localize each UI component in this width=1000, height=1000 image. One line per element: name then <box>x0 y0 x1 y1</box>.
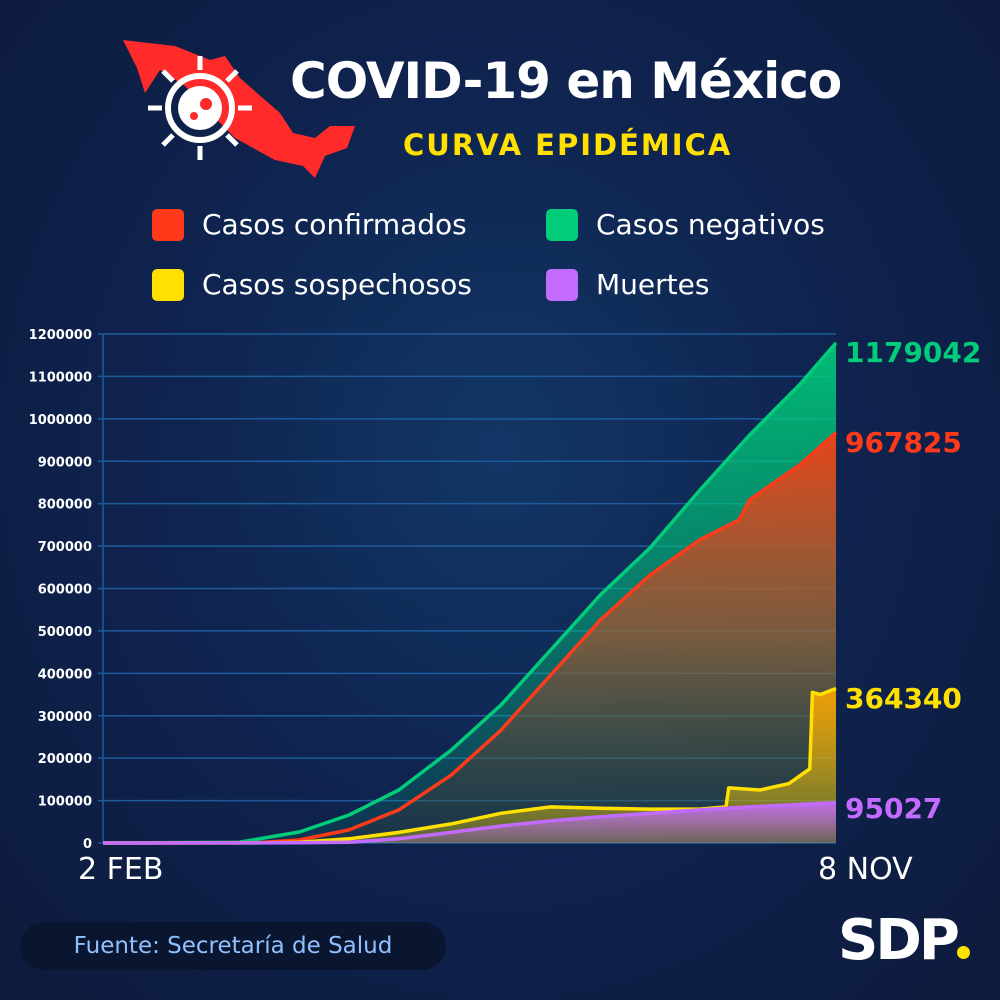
line-muertes <box>102 800 837 845</box>
area-muertes <box>103 802 836 843</box>
legend-swatch <box>152 268 184 301</box>
end-label-muertes: 95027 <box>845 792 943 825</box>
end-label-sospechosos: 364340 <box>845 682 962 715</box>
page-subtitle: CURVA EPIDÉMICA <box>403 128 733 162</box>
source-note: Fuente: Secretaría de Salud <box>20 922 446 970</box>
y-tick-label: 800000 <box>38 498 92 513</box>
legend-item-muertes: Muertes <box>546 268 709 301</box>
legend-swatch <box>546 268 578 301</box>
y-tick-label: 1000000 <box>29 413 92 428</box>
x-tick-start: 2 FEB <box>78 852 164 887</box>
x-tick-end: 8 NOV <box>818 852 913 887</box>
legend-item-sospechosos: Casos sospechosos <box>152 268 472 301</box>
line-casos-negativos <box>102 341 838 845</box>
area-casos-confirmados <box>103 432 836 843</box>
y-tick-label: 300000 <box>38 710 92 725</box>
y-tick-label: 700000 <box>38 540 92 555</box>
y-tick-label: 900000 <box>38 455 92 470</box>
y-tick-label: 600000 <box>38 583 92 598</box>
y-tick-label: 400000 <box>38 667 92 682</box>
line-casos-confirmados <box>102 431 838 845</box>
y-tick-label: 200000 <box>38 752 92 767</box>
legend-item-negativos: Casos negativos <box>546 208 825 241</box>
mexico-map-virus-icon <box>123 40 355 178</box>
line-casos-sospechosos <box>102 686 837 845</box>
y-tick-label: 1100000 <box>29 370 92 385</box>
y-tick-label: 500000 <box>38 625 92 640</box>
legend-item-confirmados: Casos confirmados <box>152 208 467 241</box>
legend-swatch <box>546 208 578 241</box>
logo-dot <box>956 946 970 959</box>
end-label-confirmados: 967825 <box>845 426 962 459</box>
legend-swatch <box>152 208 184 241</box>
y-tick-label: 1200000 <box>29 328 92 343</box>
page-title: COVID-19 en México <box>290 52 842 110</box>
y-tick-label: 100000 <box>38 795 92 810</box>
y-tick-label: 0 <box>83 837 92 852</box>
end-label-negativos: 1179042 <box>845 336 982 369</box>
brand-logo: SDP <box>838 908 970 973</box>
